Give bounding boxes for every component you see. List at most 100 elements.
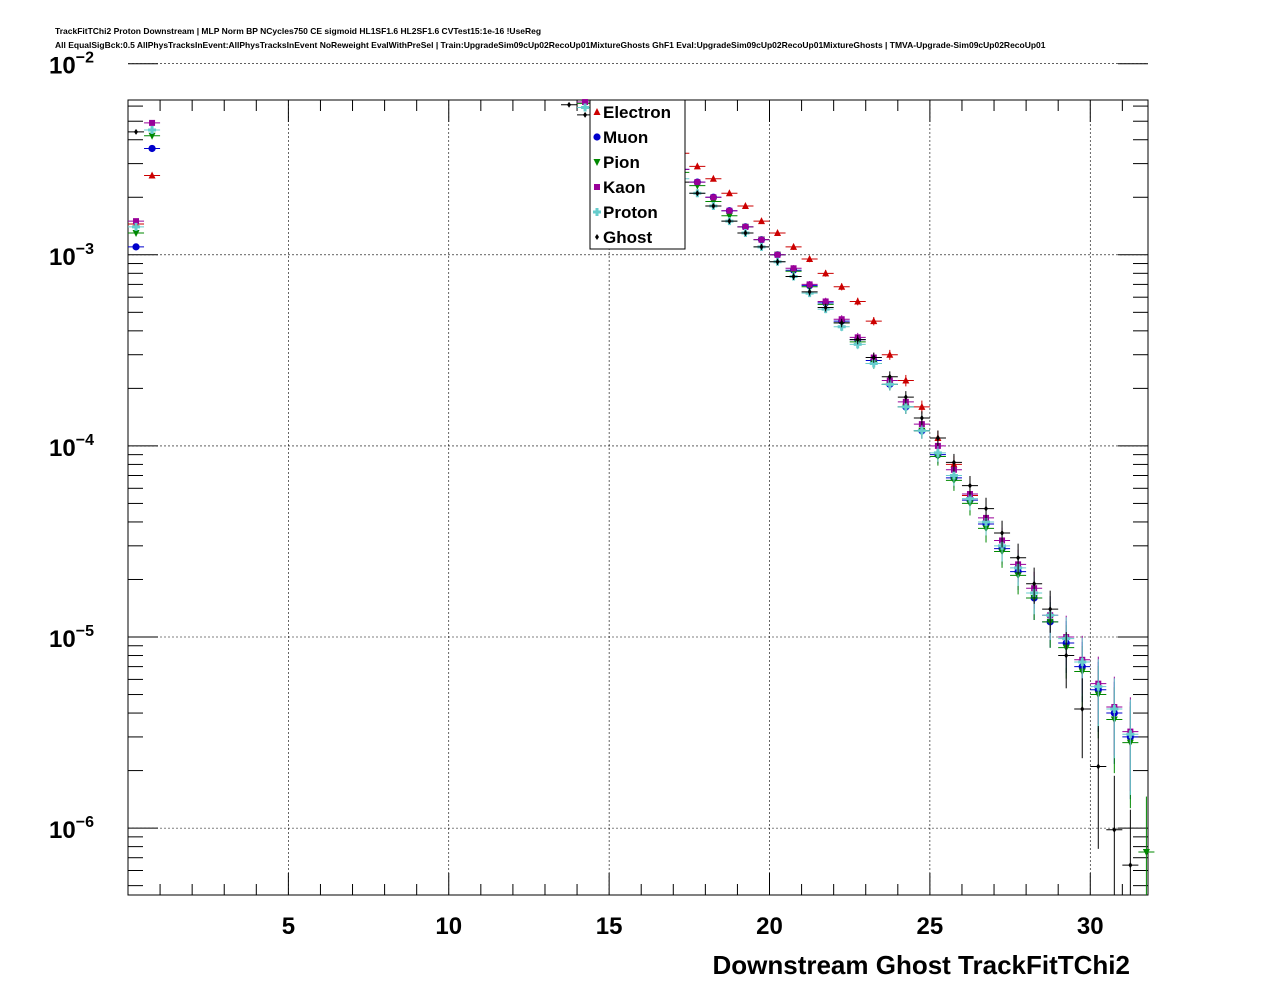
legend-box [589, 99, 686, 250]
data-point [887, 373, 892, 380]
data-point [965, 494, 974, 503]
y-tick-labels: 10−2 10−3 10−4 10−5 10−6 [49, 50, 94, 844]
data-point [774, 251, 781, 258]
data-point [132, 222, 141, 231]
data-point [759, 243, 764, 250]
data-point [967, 482, 972, 489]
x-tick-label: 10 [435, 913, 462, 940]
data-point [919, 414, 924, 421]
data-point [869, 359, 878, 368]
data-point [839, 319, 844, 326]
legend-marker-pion [593, 159, 601, 166]
legend-label-electron: Electron [603, 103, 671, 122]
data-point [710, 194, 717, 201]
data-point [807, 288, 812, 295]
x-tick-label: 5 [282, 913, 295, 940]
x-tick-label: 20 [756, 913, 783, 940]
y-tick-label: 10−3 [49, 241, 94, 271]
y-tick-label: 10−2 [49, 50, 94, 80]
data-point [148, 144, 156, 153]
x-tick-label: 30 [1077, 913, 1104, 940]
data-point [1094, 682, 1103, 691]
data-point [148, 171, 156, 179]
data-point [567, 101, 572, 108]
legend: Electron Muon Pion Kaon Proton Ghost [589, 99, 686, 250]
data-point [1032, 580, 1037, 587]
data-point [871, 354, 876, 361]
legend-label-pion: Pion [603, 153, 640, 172]
data-point [757, 217, 765, 225]
x-tick-label: 15 [596, 913, 623, 940]
data-point [1110, 705, 1119, 714]
y-tick-label: 10−6 [49, 814, 94, 844]
x-tick-label: 25 [917, 913, 944, 940]
data-point [933, 448, 942, 457]
legend-label-proton: Proton [603, 203, 658, 222]
data-point [583, 111, 588, 118]
data-point [725, 189, 733, 197]
data-point [951, 459, 956, 466]
data-point [1000, 530, 1005, 537]
data-point [132, 230, 140, 238]
data-point [935, 434, 940, 441]
data-point [918, 402, 926, 410]
y-tick-label: 10−4 [49, 432, 94, 462]
legend-label-kaon: Kaon [603, 178, 646, 197]
data-point [806, 255, 814, 263]
data-point [822, 269, 830, 277]
legend-marker-electron [593, 108, 601, 115]
data-point [917, 426, 926, 435]
data-point [581, 103, 590, 112]
data-point [727, 218, 732, 225]
x-axis-label: Downstream Ghost TrackFitTChi2 [712, 950, 1130, 980]
data-point [774, 229, 782, 237]
data-point [886, 350, 894, 358]
data-point [1142, 848, 1150, 856]
data-point [1126, 730, 1135, 739]
data-point [711, 203, 716, 210]
data-point [1096, 763, 1101, 770]
data-point [885, 380, 894, 389]
legend-label-muon: Muon [603, 128, 648, 147]
data-point [582, 99, 589, 106]
legend-label-ghost: Ghost [603, 228, 652, 247]
data-point [695, 190, 700, 197]
series-electron [128, 106, 995, 536]
data-point [791, 273, 796, 280]
data-point [823, 304, 828, 311]
data-point [982, 517, 991, 526]
data-point [134, 128, 139, 135]
data-point [1016, 554, 1021, 561]
data-point [855, 336, 860, 343]
data-point [790, 265, 797, 272]
data-point [838, 282, 846, 290]
y-tick-label: 10−5 [49, 623, 94, 653]
data-point [1064, 652, 1069, 659]
grid [128, 63, 1148, 895]
data-point [742, 223, 749, 230]
data-point [806, 281, 813, 288]
data-point [870, 317, 878, 325]
data-point [1112, 826, 1117, 833]
data-point [725, 212, 733, 220]
chart-title-line-2: All EqualSigBck:0.5 AllPhysTracksInEvent… [55, 40, 1046, 50]
data-point [822, 298, 829, 305]
data-point [148, 132, 156, 140]
data-point [694, 179, 701, 186]
data-point [1128, 862, 1133, 869]
data-point [1080, 706, 1085, 713]
data-point [1078, 657, 1087, 666]
data-point [148, 125, 157, 134]
data-point [901, 402, 910, 411]
data-point [132, 243, 140, 251]
data-point [902, 376, 910, 384]
axis-ticks [128, 63, 1148, 895]
legend-marker-proton [593, 208, 601, 216]
data-point [949, 471, 958, 480]
data-point [775, 258, 780, 265]
data-point [1048, 606, 1053, 613]
data-point [741, 202, 749, 210]
data-point [693, 162, 701, 170]
data-point [726, 207, 733, 214]
data-point [790, 242, 798, 250]
